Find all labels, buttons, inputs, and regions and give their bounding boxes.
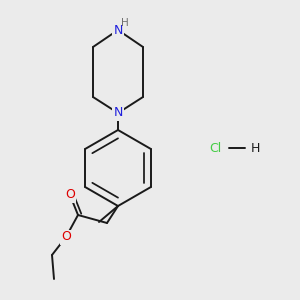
Text: N: N xyxy=(113,106,123,119)
Text: O: O xyxy=(61,230,71,244)
Text: H: H xyxy=(121,18,129,28)
Text: H: H xyxy=(250,142,260,154)
Text: O: O xyxy=(65,188,75,202)
Text: Cl: Cl xyxy=(209,142,221,154)
Text: N: N xyxy=(113,23,123,37)
